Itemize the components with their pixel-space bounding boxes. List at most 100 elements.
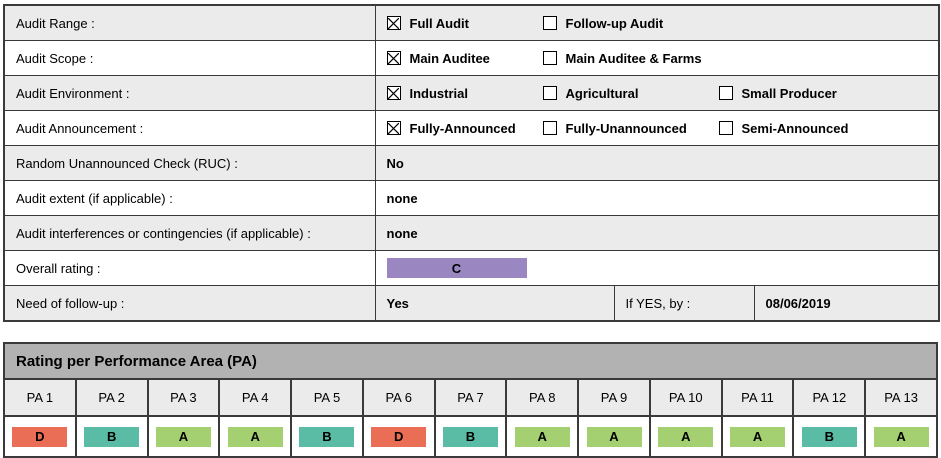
pa-rating-badge: B (299, 426, 355, 447)
form-row: Audit Scope : Main Auditee Main Auditee & … (3, 40, 940, 76)
form-row: Need of follow-up : Yes If YES, by : 08/06/… (3, 285, 940, 322)
field-label-cell: Audit extent (if applicable) : (3, 180, 376, 216)
checkbox-option: Fully-Announced (386, 120, 543, 136)
pa-rating-table: PA 1 PA 2 PA 3 PA 4 PA 5 PA 6 PA 7 PA 8 PA 9 PA 1… (3, 378, 938, 458)
followup-value-cell: Yes (374, 285, 615, 322)
field-value-cell: Fully-Announced Fully-Unannounced Semi-Ann… (374, 110, 940, 146)
checkbox-label: Industrial (409, 85, 469, 101)
field-label: Audit Range : (16, 15, 95, 31)
field-label: Need of follow-up : (16, 295, 125, 311)
pa-rating-badge: B (84, 426, 140, 447)
pa-rating-cell: B (792, 415, 867, 458)
pa-header-row: PA 1 PA 2 PA 3 PA 4 PA 5 PA 6 PA 7 PA 8 PA 9 PA 1… (3, 378, 938, 417)
pa-column-header: PA 7 (433, 378, 508, 417)
pa-column-header: PA 9 (577, 378, 651, 417)
pa-column-header: PA 11 (720, 378, 795, 417)
pa-column-header: PA 3 (146, 378, 221, 417)
pa-rating-cell: A (146, 415, 221, 458)
form-row: Audit Announcement : Fully-Announced Fully… (3, 110, 940, 146)
checkbox-option: Agricultural (542, 85, 719, 101)
field-label-cell: Audit Environment : (3, 75, 376, 111)
checkbox-checked-icon[interactable] (386, 51, 401, 65)
checkbox-label: Main Auditee (409, 50, 490, 66)
form-row: Overall rating : C (3, 250, 940, 286)
pa-column-header: PA 4 (218, 378, 293, 417)
pa-rating-badge: B (801, 426, 857, 447)
checkbox-group: Main Auditee Main Auditee & Farms (386, 50, 935, 66)
checkbox-unchecked-icon[interactable] (718, 121, 733, 135)
checkbox-option: Semi-Announced (718, 120, 849, 136)
if-yes-label-cell: If YES, by : (613, 285, 755, 322)
checkbox-unchecked-icon[interactable] (718, 86, 733, 100)
pa-rating-cell: A (648, 415, 723, 458)
field-value: No (386, 155, 404, 171)
checkbox-label: Agricultural (565, 85, 639, 101)
field-label-cell: Random Unannounced Check (RUC) : (3, 145, 376, 181)
field-label-cell: Need of follow-up : (3, 285, 376, 322)
pa-rating-cell: A (720, 415, 795, 458)
pa-rating-cell: D (361, 415, 436, 458)
form-row: Audit interferences or contingencies (if… (3, 215, 940, 251)
pa-rating-badge: A (873, 426, 929, 447)
pa-rating-badge: A (227, 426, 283, 447)
followup-date-cell: 08/06/2019 (753, 285, 940, 322)
field-value-cell: No (374, 145, 940, 181)
pa-column-header: PA 13 (864, 378, 938, 417)
field-label-cell: Audit Scope : (3, 40, 376, 76)
if-yes-label: If YES, by : (625, 295, 691, 311)
form-row: Audit extent (if applicable) : none (3, 180, 940, 216)
field-label: Audit Environment : (16, 85, 130, 101)
followup-date: 08/06/2019 (765, 295, 831, 311)
checkbox-option: Full Audit (386, 15, 543, 31)
checkbox-checked-icon[interactable] (386, 86, 401, 100)
checkbox-label: Fully-Announced (409, 120, 516, 136)
checkbox-group: Fully-Announced Fully-Unannounced Semi-Ann… (386, 120, 935, 136)
field-label-cell: Audit Range : (3, 4, 376, 41)
checkbox-unchecked-icon[interactable] (542, 86, 557, 100)
form-row: Random Unannounced Check (RUC) : No (3, 145, 940, 181)
checkbox-option: Main Auditee (386, 50, 543, 66)
pa-rating-badge: A (514, 426, 570, 447)
checkbox-checked-icon[interactable] (386, 121, 401, 135)
pa-rating-cell: D (3, 415, 77, 458)
pa-rating-badge: D (12, 426, 68, 447)
checkbox-unchecked-icon[interactable] (542, 121, 557, 135)
field-label: Audit Scope : (16, 50, 94, 66)
field-label: Overall rating : (16, 260, 101, 276)
audit-details-table: Audit Range : Full Audit Follow-up Audit Au… (3, 4, 941, 322)
field-label: Audit extent (if applicable) : (16, 190, 173, 206)
field-value-cell: Main Auditee Main Auditee & Farms (374, 40, 940, 76)
field-label: Random Unannounced Check (RUC) : (16, 155, 238, 171)
pa-rating-cell: A (864, 415, 938, 458)
field-label-cell: Audit interferences or contingencies (if… (3, 215, 376, 251)
checkbox-group: Full Audit Follow-up Audit (386, 15, 935, 31)
checkbox-option: Fully-Unannounced (542, 121, 719, 136)
pa-rating-cell: B (74, 415, 149, 458)
checkbox-checked-icon[interactable] (386, 16, 401, 30)
followup-value: Yes (386, 295, 409, 311)
checkbox-unchecked-icon[interactable] (542, 16, 557, 30)
checkbox-label: Small Producer (741, 85, 837, 101)
pa-rating-badge: A (586, 426, 642, 447)
overall-rating-badge: C (386, 258, 527, 278)
field-value-cell: C (374, 250, 940, 286)
form-row: Audit Range : Full Audit Follow-up Audit (3, 4, 940, 41)
pa-column-header: PA 6 (361, 378, 436, 417)
pa-rating-cell: B (290, 415, 364, 458)
checkbox-option: Main Auditee & Farms (542, 51, 719, 66)
pa-rating-cell: A (577, 415, 651, 458)
checkbox-label: Semi-Announced (741, 120, 849, 136)
checkbox-option: Industrial (386, 85, 543, 101)
field-value-cell: none (374, 215, 940, 251)
pa-rating-badge: A (658, 426, 714, 447)
pa-rating-cell: A (218, 415, 293, 458)
pa-rating-cell: B (433, 415, 508, 458)
pa-rating-badge: A (155, 426, 211, 447)
pa-column-header: PA 10 (648, 378, 723, 417)
checkbox-unchecked-icon[interactable] (542, 51, 557, 65)
pa-rating-badge: D (371, 426, 427, 447)
pa-section-title: Rating per Performance Area (PA) (3, 342, 938, 378)
checkbox-label: Full Audit (409, 15, 469, 31)
field-value: none (386, 190, 418, 206)
